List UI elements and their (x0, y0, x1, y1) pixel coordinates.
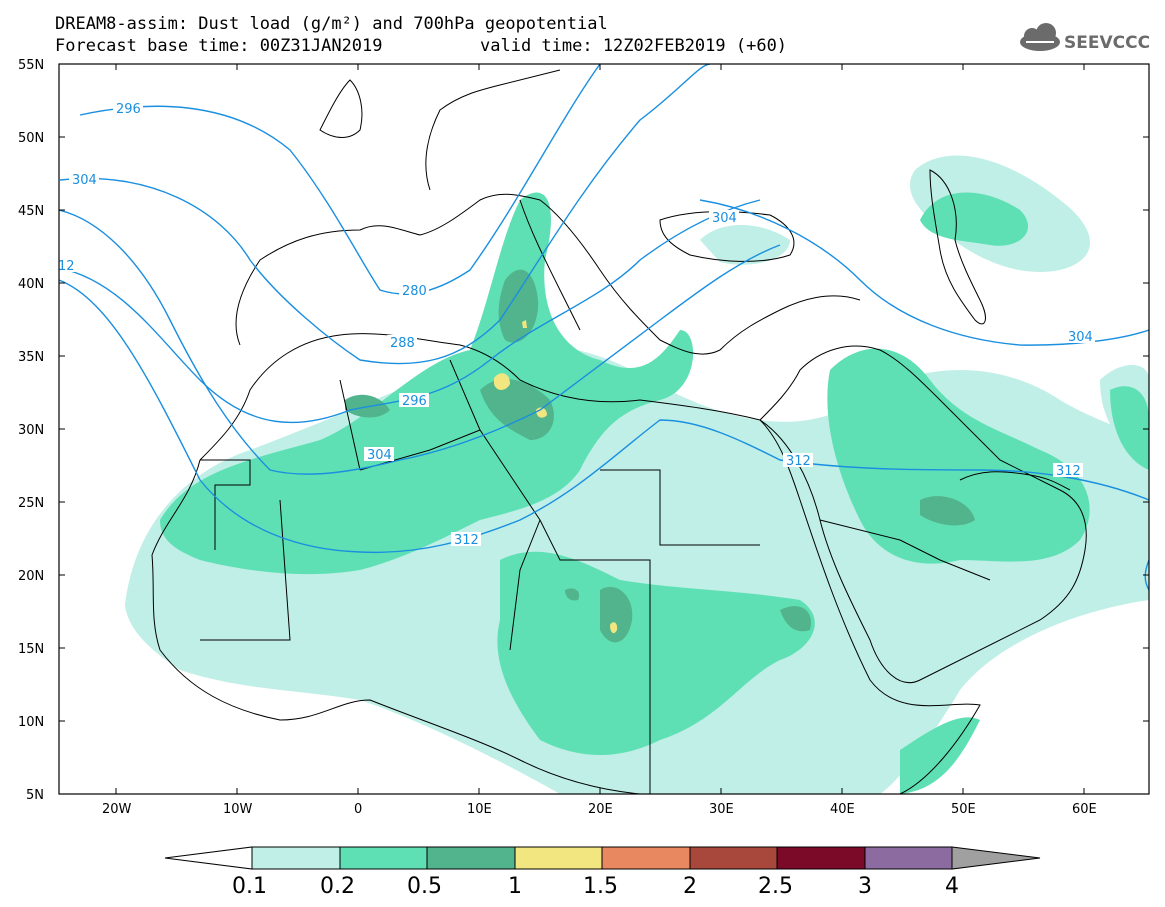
svg-text:296: 296 (402, 394, 427, 409)
colorbar-label: 3 (858, 874, 872, 899)
svg-text:304: 304 (712, 211, 737, 226)
dust-field-medium (160, 192, 1149, 794)
svg-text:312: 312 (454, 533, 479, 548)
contour-label: 296 (399, 393, 429, 409)
colorbar-legend (164, 846, 1041, 870)
lon-label: 10E (467, 802, 492, 817)
contour-label: 288 (387, 335, 417, 351)
svg-text:296: 296 (116, 102, 141, 117)
colorbar-segment (601, 846, 691, 870)
colorbar-label: 0.5 (407, 874, 442, 899)
svg-text:304: 304 (367, 448, 392, 463)
colorbar-segment (689, 846, 778, 870)
colorbar-label: 0.1 (232, 874, 267, 899)
colorbar-segment (426, 846, 516, 870)
contour-label: 296 (113, 101, 143, 117)
lon-label: 10W (223, 802, 253, 817)
colorbar-label: 2 (683, 874, 697, 899)
map-area: 296 304 12 280 288 296 304 312 304 304 3… (58, 64, 1149, 794)
colorbar-segment (251, 846, 341, 870)
lat-label: 20N (18, 569, 44, 584)
colorbar-segment (776, 846, 866, 870)
svg-text:312: 312 (786, 454, 811, 469)
lon-label: 60E (1072, 802, 1097, 817)
contour-label: 304 (1065, 329, 1095, 345)
map-title: DREAM8-assim: Dust load (g/m²) and 700hP… (55, 14, 608, 34)
longitude-labels: 20W 10W 0 10E 20E 30E 40E 50E 60E (102, 802, 1097, 817)
lon-label: 20E (588, 802, 613, 817)
svg-text:304: 304 (72, 173, 97, 188)
lat-label: 40N (18, 277, 44, 292)
colorbar-label: 4 (945, 874, 959, 899)
svg-text:288: 288 (390, 336, 415, 351)
contour-label: 312 (1053, 463, 1083, 479)
contour-label: 304 (364, 447, 394, 463)
colorbar-label: 1 (508, 874, 522, 899)
lat-label: 45N (18, 204, 44, 219)
coastlines-borders (151, 69, 1087, 794)
contour-label: 12 (58, 258, 75, 274)
colorbar-labels: 0.1 0.2 0.5 1 1.5 2 2.5 3 4 (232, 874, 959, 899)
contour-label: 304 (709, 210, 739, 226)
colorbar-under-arrow (164, 846, 253, 870)
colorbar-segment (514, 846, 603, 870)
contour-labels: 296 304 12 280 288 296 304 312 304 304 3… (58, 101, 1095, 548)
colorbar-label: 2.5 (758, 874, 793, 899)
lat-label: 15N (18, 642, 44, 657)
lon-label: 0 (354, 802, 362, 817)
lat-label: 25N (18, 496, 44, 511)
svg-text:304: 304 (1068, 330, 1093, 345)
svg-text:312: 312 (1056, 464, 1081, 479)
contour-label: 312 (451, 532, 481, 548)
lon-label: 50E (951, 802, 976, 817)
lat-label: 50N (18, 131, 44, 146)
lon-label: 30E (709, 802, 734, 817)
axis-ticks (59, 63, 1149, 795)
svg-text:280: 280 (402, 284, 427, 299)
contour-label: 312 (783, 453, 813, 469)
colorbar-label: 1.5 (583, 874, 618, 899)
lon-label: 40E (830, 802, 855, 817)
lat-label: 10N (18, 715, 44, 730)
colorbar-segment (864, 846, 953, 870)
seevccc-logo: SEEVCCC (1020, 23, 1150, 53)
colorbar-label: 0.2 (320, 874, 355, 899)
colorbar-over-arrow (951, 846, 1041, 870)
contour-label: 304 (69, 172, 99, 188)
lat-label: 5N (26, 788, 44, 803)
dust-field-yellow (494, 320, 618, 634)
lon-label: 20W (102, 802, 132, 817)
cloud-icon (1020, 23, 1060, 51)
lat-label: 35N (18, 350, 44, 365)
colorbar-segment (339, 846, 428, 870)
valid-time: valid time: 12Z02FEB2019 (+60) (480, 36, 787, 56)
lat-label: 55N (18, 58, 44, 73)
logo-text: SEEVCCC (1064, 33, 1150, 53)
contour-label: 280 (399, 283, 429, 299)
forecast-base-time: Forecast base time: 00Z31JAN2019 (55, 36, 383, 56)
latitude-labels: 55N 50N 45N 40N 35N 30N 25N 20N 15N 10N … (18, 58, 44, 803)
svg-text:12: 12 (58, 259, 75, 274)
lat-label: 30N (18, 423, 44, 438)
